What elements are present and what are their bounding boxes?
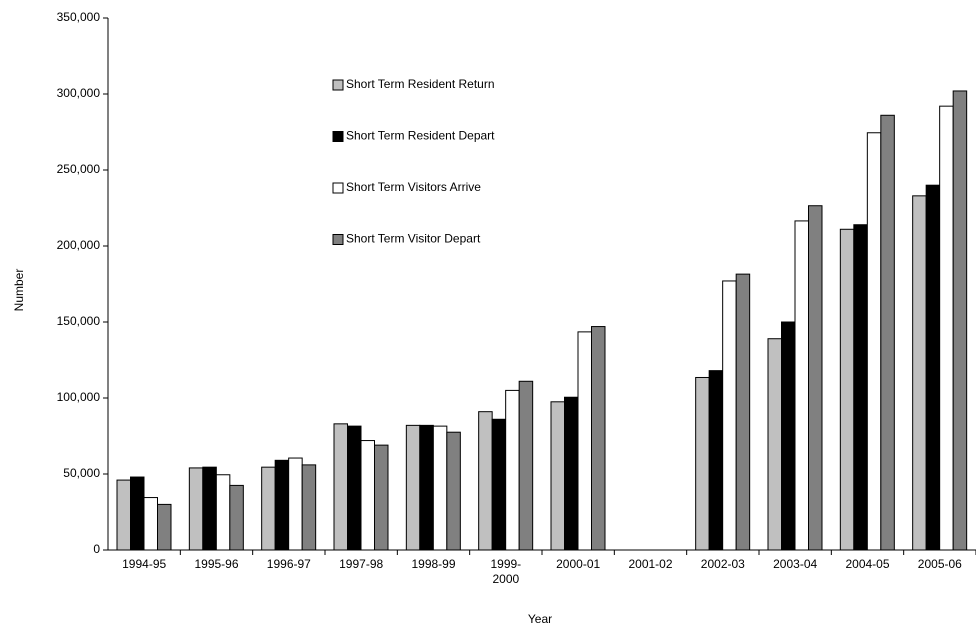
bar bbox=[550, 401, 565, 551]
bar bbox=[130, 476, 145, 551]
bar bbox=[360, 440, 375, 551]
bar bbox=[735, 273, 751, 551]
x-tick-label: 1999-2000 bbox=[490, 557, 522, 586]
bar bbox=[188, 467, 204, 551]
bar bbox=[722, 280, 737, 551]
bar bbox=[229, 484, 244, 551]
y-axis-label: Number bbox=[12, 269, 26, 312]
y-tick-label: 350,000 bbox=[57, 10, 101, 24]
y-tick-label: 50,000 bbox=[63, 466, 100, 480]
y-tick-label: 200,000 bbox=[57, 238, 101, 252]
x-tick-label: 1994-95 bbox=[122, 557, 167, 571]
x-tick-label: 2003-04 bbox=[773, 557, 818, 571]
bar bbox=[143, 497, 158, 551]
bar bbox=[505, 389, 520, 551]
bar bbox=[912, 195, 927, 551]
bar bbox=[274, 459, 290, 551]
y-tick-label: 250,000 bbox=[57, 162, 101, 176]
x-tick-label: 1996-97 bbox=[266, 557, 311, 571]
bar bbox=[116, 479, 131, 551]
bar bbox=[333, 423, 348, 551]
bar bbox=[708, 370, 724, 551]
bar bbox=[591, 326, 606, 551]
x-axis-label: Year bbox=[528, 612, 552, 626]
bar bbox=[695, 376, 710, 551]
bar bbox=[794, 220, 809, 551]
bar bbox=[952, 90, 968, 551]
x-tick-label: 2001-02 bbox=[628, 557, 673, 571]
y-tick-label: 150,000 bbox=[57, 314, 101, 328]
bar bbox=[432, 425, 448, 551]
bar bbox=[866, 132, 882, 551]
bar bbox=[288, 457, 303, 551]
bar bbox=[301, 464, 317, 551]
bar bbox=[853, 224, 868, 551]
x-tick-label: 1998-99 bbox=[411, 557, 456, 571]
bar bbox=[808, 205, 823, 551]
bar bbox=[518, 380, 534, 551]
legend-label: Short Term Visitor Depart bbox=[346, 232, 481, 246]
bar bbox=[419, 424, 434, 551]
bar bbox=[880, 114, 895, 551]
bar bbox=[347, 425, 362, 551]
legend-swatch bbox=[332, 79, 344, 91]
bar bbox=[374, 444, 389, 551]
x-tick-label: 1995-96 bbox=[194, 557, 239, 571]
bar bbox=[839, 228, 855, 551]
x-tick-label: 2000-01 bbox=[556, 557, 601, 571]
legend-swatch bbox=[332, 182, 344, 194]
bar bbox=[215, 474, 231, 551]
bar bbox=[577, 331, 592, 551]
legend-label: Short Term Resident Return bbox=[346, 77, 495, 91]
y-tick-label: 300,000 bbox=[57, 86, 101, 100]
x-tick-label: 2004-05 bbox=[845, 557, 890, 571]
y-tick-label: 0 bbox=[93, 542, 100, 556]
legend-label: Short Term Visitors Arrive bbox=[346, 180, 481, 194]
legend-swatch bbox=[332, 131, 344, 142]
bar bbox=[157, 503, 172, 551]
x-tick-label: 2005-06 bbox=[917, 557, 962, 571]
bar bbox=[781, 321, 796, 551]
bar bbox=[939, 105, 954, 551]
bar bbox=[405, 424, 421, 551]
bar bbox=[767, 338, 782, 551]
bar bbox=[478, 411, 493, 551]
bar bbox=[491, 418, 507, 551]
bar bbox=[564, 396, 579, 551]
legend-swatch bbox=[332, 234, 344, 245]
x-tick-label: 2002-03 bbox=[700, 557, 745, 571]
bar bbox=[446, 431, 461, 551]
x-tick-label: 1997-98 bbox=[339, 557, 384, 571]
legend-label: Short Term Resident Depart bbox=[346, 129, 495, 143]
bar bbox=[261, 466, 276, 551]
bar bbox=[202, 466, 217, 551]
y-tick-label: 100,000 bbox=[57, 390, 101, 404]
bar bbox=[925, 184, 941, 551]
